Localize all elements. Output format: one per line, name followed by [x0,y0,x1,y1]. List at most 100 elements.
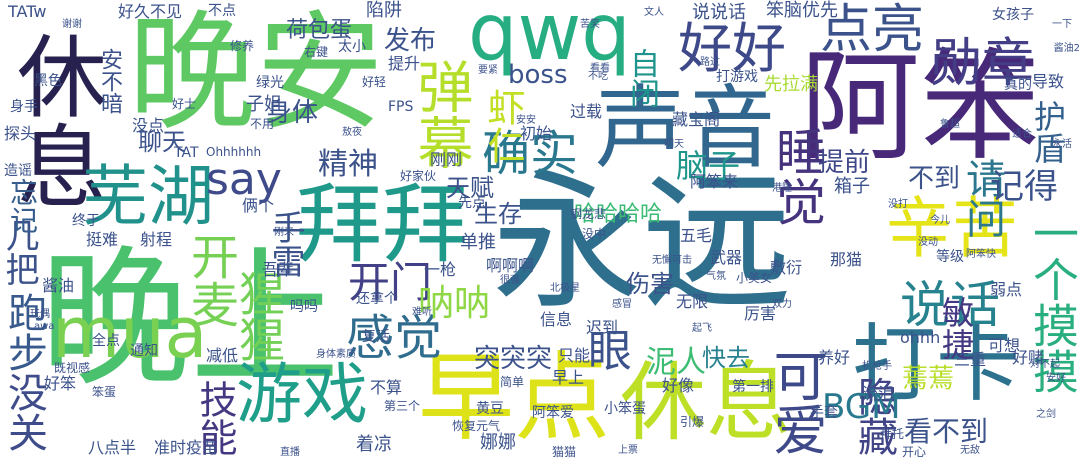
word-haojiubujian: 好久不见 [118,2,183,21]
word-shentisuzhi: 身体素质 [316,349,356,360]
word-duibuqi: 对不起 [1030,359,1060,370]
word-yaojin: 要紧 [478,65,498,76]
word-jiner: 今儿 [930,215,950,226]
word-shuangli: 双力 [772,299,792,310]
word-wanou: 玩偶 [30,309,50,320]
word-wenren: 文人 [644,7,664,18]
word-budian: 不点 [208,3,236,19]
word-fuyan: 敷衍 [770,258,803,277]
word-tatw: TATw [8,2,47,21]
word-ganmao: 感冒 [612,299,632,310]
word-buyong: 不用 [250,117,275,131]
word-ganglai: 刚来 [274,227,294,238]
word-ruodian: 弱点 [990,280,1023,299]
word-nana2: 娜娜 [480,432,516,453]
word-daozhi: 导致 [1032,72,1065,91]
word-aaa: 啊啊啊 [486,256,535,275]
word-beijixing: 北极星 [550,283,580,294]
word-liulei: 流泪 [862,384,895,403]
word-budao: 不到 [908,164,961,194]
word-fabu: 发布 [384,26,437,56]
word-wangji: 忘记 [6,178,39,234]
word-tingnan: 挺难 [86,230,119,249]
word-fuhuo: 复活 [362,329,390,345]
word-shengcun: 生存 [474,200,522,228]
word-jiqiangshou: 机枪手 [862,361,892,372]
word-huifuyuanqi: 恢复元气 [452,419,501,433]
word-haoqing: 好轻 [362,75,387,89]
word-fps: FPS [388,99,414,115]
word-meidian: 没点 [132,116,165,135]
word-shanghai: 伤害 [626,270,674,298]
word-haoben: 好笨 [44,374,77,393]
word-queshi: 确实 [482,126,579,182]
word-yigemomo: 一个摸摸 [1026,210,1080,394]
word-xiandian: 先点 [458,195,486,211]
word-zhunshiyimiao: 准时疫苗 [154,438,219,457]
word-xiaren: 虾仁 [481,88,525,164]
word-jineng: 技能 [193,380,237,456]
word-youjian: 右键 [304,45,329,59]
word-wubei: 吾辈 [262,260,295,279]
word-xiuxi: 休息 [620,353,792,453]
word-zaoshang: 早上 [552,368,585,387]
word-mama: 吗吗 [290,299,318,315]
word-shoulei: 手雷 [265,210,305,278]
word-liangge: 俩个 [242,196,275,215]
word-luchao: 鲁超 [940,119,960,130]
word-quandian: 全点 [92,333,120,349]
word-zijie: 子姐 [246,94,282,115]
word-dengji: 等级 [936,249,964,265]
word-cangbaoge: 藏宝阁 [672,110,721,129]
word-haodu: 好赌 [1012,348,1045,367]
word-qifei: 起飞 [692,323,712,334]
word-kaimai: 开麦 [182,232,238,328]
word-sanzhong: 三重 [954,350,987,369]
word-namao: 那猫 [830,250,863,269]
word-meiguan: 没关 [1,372,47,452]
word-yonghuo: 永活 [1052,139,1072,150]
word-maomao: 猫猫 [552,445,577,459]
word-shoutao: 手套 [810,405,838,421]
word-yixia: 一下 [1052,19,1072,30]
word-shihe: 适合 [1012,129,1032,140]
word-kanbudao: 看不到 [904,415,989,448]
word-naozi: 脑子 [676,147,741,185]
word-wuhu: 芜湖 [82,158,214,235]
word-ohhh: ohhh [900,328,941,347]
word-yanghao: 养好 [818,348,851,367]
word-kankan: 看看 [590,63,610,74]
word-luguo: 路过 [700,57,720,68]
word-xiuxi-vertical: 休息 [1,30,106,210]
word-kuxiao: 苦笑 [580,19,600,30]
word-tututu: 突突突 [474,344,553,374]
word-bgm: BGM [822,387,901,427]
word-zibi: 自闭 [624,48,659,108]
word-boss: boss [508,60,568,90]
word-abenkuai: 阿笨快 [966,249,996,260]
word-ohhhhhh: Ohhhhhh [206,145,262,159]
word-anbuan: 安不暗 [97,48,122,114]
word-anan: 安安 [516,115,536,126]
word-xianlaman: 先拉满 [764,74,818,95]
word-buchi: 不吃 [588,71,608,82]
word-xiaobendan: 小笨蛋 [604,401,646,417]
word-aoye: 敖夜 [342,127,362,138]
word-tisheng: 提升 [388,54,421,73]
word-zhongyu: 终于 [72,213,100,229]
word-bennaoyouxian: 笨脑优先 [766,0,838,21]
word-nanting: 难听 [412,307,432,318]
word-henqiang: 很强 [500,275,520,286]
word-xingxing: 猩猩 [232,270,286,362]
word-mua: mua [52,292,208,374]
word-zhende: 真的 [1004,77,1032,93]
word-haojiahuo: 好家伙 [400,169,437,183]
word-bendan: 笨蛋 [92,385,117,399]
word-jide: 记得 [990,167,1058,207]
word-ganglong: 港隆 [772,183,792,194]
word-yiqiang: 一枪 [424,260,457,279]
word-kexiang: 可想 [988,336,1021,355]
word-mingtian: 明天 [664,139,684,150]
word-yan: 眼 [588,326,632,377]
